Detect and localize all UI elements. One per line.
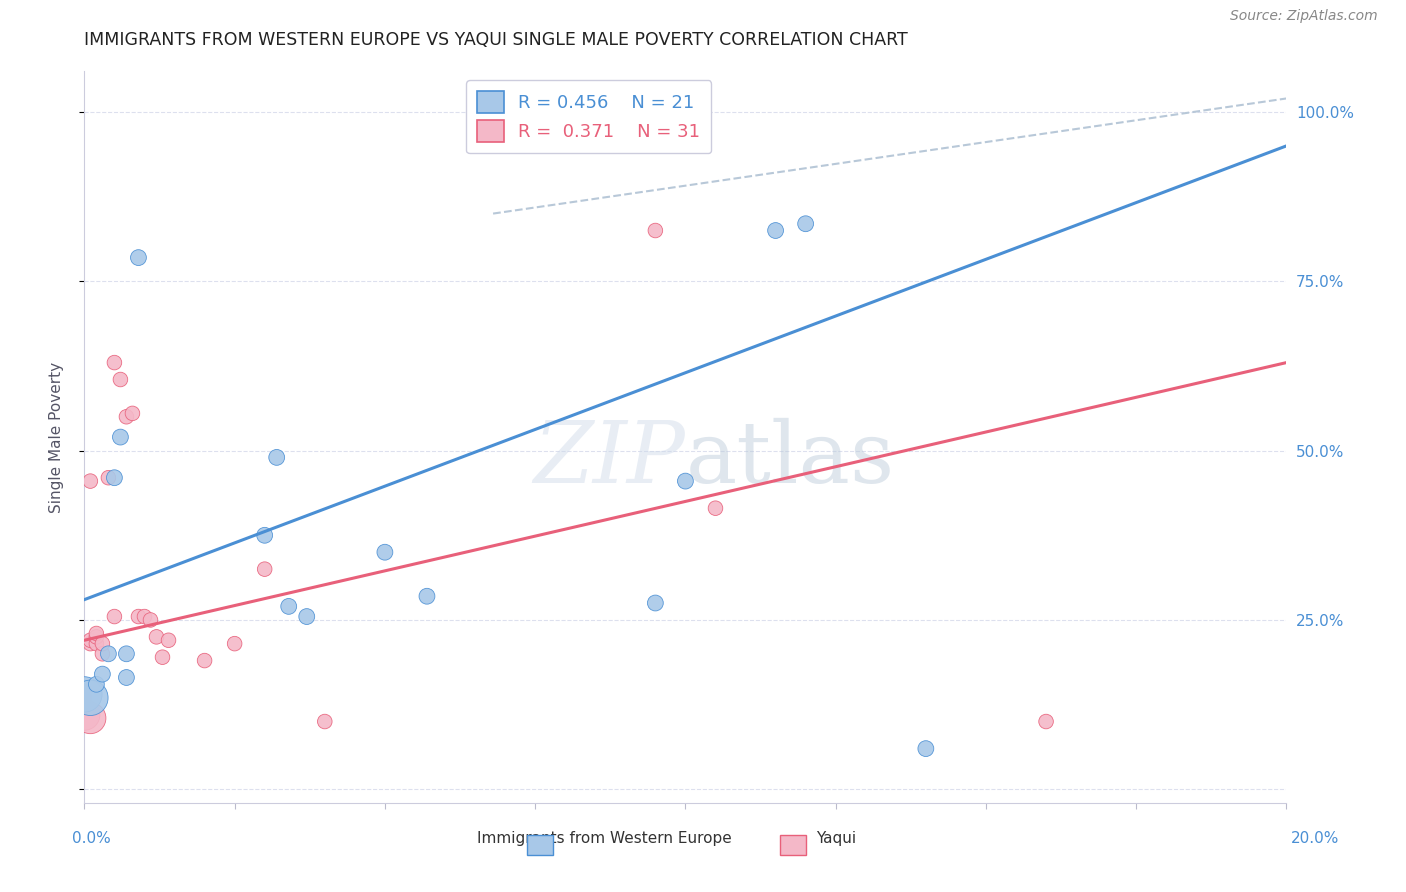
Text: ZIP: ZIP	[533, 417, 686, 500]
Point	[79, 637, 101, 651]
Point	[86, 677, 108, 691]
Point	[915, 741, 938, 756]
Point	[79, 690, 101, 705]
Point	[91, 647, 114, 661]
Point	[194, 654, 217, 668]
Point	[277, 599, 299, 614]
Point	[794, 217, 817, 231]
Text: 20.0%: 20.0%	[1291, 831, 1339, 846]
Legend: R = 0.456    N = 21, R =  0.371    N = 31: R = 0.456 N = 21, R = 0.371 N = 31	[465, 80, 711, 153]
Point	[121, 406, 143, 420]
Point	[139, 613, 162, 627]
Point	[224, 637, 246, 651]
Point	[675, 474, 697, 488]
Point	[73, 707, 96, 722]
Point	[103, 471, 125, 485]
Point	[152, 650, 174, 665]
Y-axis label: Single Male Poverty: Single Male Poverty	[49, 361, 63, 513]
Point	[314, 714, 336, 729]
Point	[73, 688, 96, 702]
Point	[73, 684, 96, 698]
Text: 0.0%: 0.0%	[72, 831, 111, 846]
Text: atlas: atlas	[686, 417, 894, 500]
Point	[253, 528, 276, 542]
Point	[86, 626, 108, 640]
Point	[157, 633, 180, 648]
Point	[704, 501, 727, 516]
Point	[416, 589, 439, 603]
Point	[103, 355, 125, 369]
Point	[765, 223, 787, 237]
Point	[79, 474, 101, 488]
Point	[97, 647, 120, 661]
Text: Source: ZipAtlas.com: Source: ZipAtlas.com	[1230, 9, 1378, 22]
Point	[374, 545, 396, 559]
Point	[115, 671, 138, 685]
Point	[145, 630, 167, 644]
Point	[127, 609, 149, 624]
Text: Yaqui: Yaqui	[817, 831, 856, 846]
Point	[295, 609, 318, 624]
Point	[79, 711, 101, 725]
Point	[266, 450, 288, 465]
Point	[127, 251, 149, 265]
Point	[253, 562, 276, 576]
Text: Immigrants from Western Europe: Immigrants from Western Europe	[477, 831, 733, 846]
Point	[79, 633, 101, 648]
Point	[644, 223, 666, 237]
Point	[103, 609, 125, 624]
Point	[115, 409, 138, 424]
Text: IMMIGRANTS FROM WESTERN EUROPE VS YAQUI SINGLE MALE POVERTY CORRELATION CHART: IMMIGRANTS FROM WESTERN EUROPE VS YAQUI …	[84, 31, 908, 49]
Point	[134, 609, 156, 624]
Point	[73, 690, 96, 705]
Point	[91, 667, 114, 681]
Point	[110, 372, 132, 386]
Point	[1035, 714, 1057, 729]
Point	[97, 471, 120, 485]
Point	[91, 637, 114, 651]
Point	[115, 647, 138, 661]
Point	[110, 430, 132, 444]
Point	[644, 596, 666, 610]
Point	[86, 637, 108, 651]
Point	[86, 630, 108, 644]
